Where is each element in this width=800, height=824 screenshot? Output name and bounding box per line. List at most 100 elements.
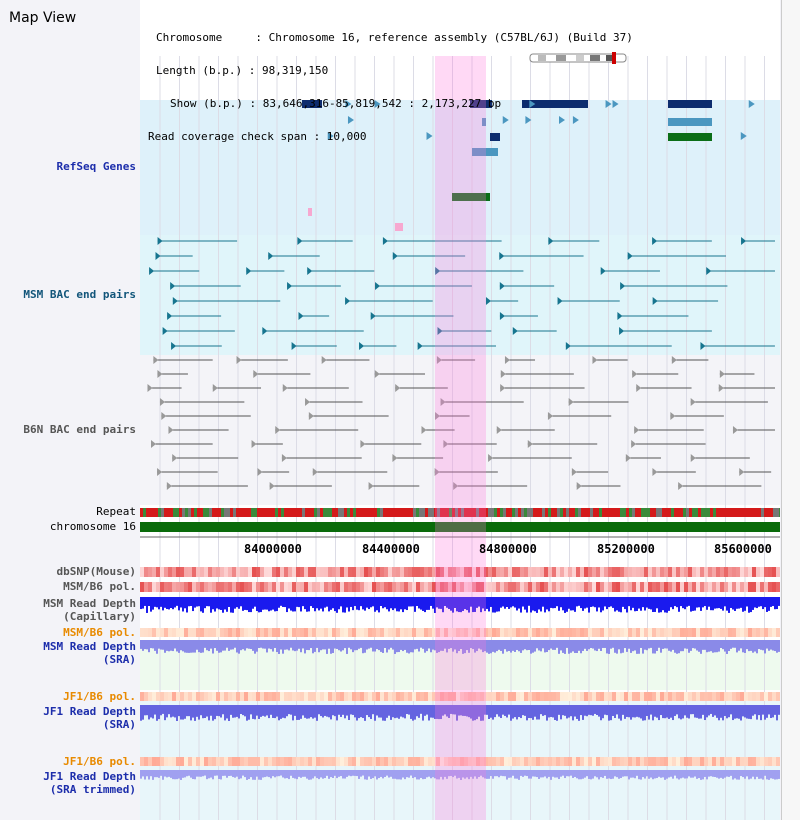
track-label-jf1-b6-pol-2: JF1/B6 pol. (63, 755, 136, 768)
read-depth-bar (182, 640, 184, 652)
gene-block (308, 208, 312, 216)
track-label-jf1-read-depth-trim: JF1 Read Depth (43, 770, 136, 783)
polymorphism-cell (420, 567, 424, 577)
polymorphism-cell (464, 582, 468, 592)
polymorphism-cell (768, 757, 772, 766)
read-depth-bar (546, 705, 548, 721)
bac-end-b6n (592, 356, 598, 364)
repeat-segment (671, 508, 674, 517)
read-depth-bar (654, 705, 656, 717)
read-depth-bar (580, 640, 582, 654)
read-depth-bar (372, 640, 374, 652)
polymorphism-cell (416, 692, 420, 701)
polymorphism-cell (568, 757, 572, 766)
read-depth-bar (456, 597, 458, 612)
map-plot-area[interactable] (140, 0, 782, 820)
read-depth-bar (270, 770, 272, 779)
read-depth-bar (724, 640, 726, 652)
read-depth-bar (564, 770, 566, 779)
read-depth-bar (644, 770, 646, 779)
read-depth-bar (332, 705, 334, 716)
read-depth-bar (606, 770, 608, 779)
read-depth-bar (490, 770, 492, 777)
polymorphism-cell (772, 757, 776, 766)
read-depth-bar (498, 597, 500, 612)
repeat-segment (191, 508, 194, 517)
read-depth-bar (730, 597, 732, 608)
read-depth-bar (318, 597, 320, 611)
polymorphism-cell (512, 692, 516, 701)
read-depth-bar (422, 705, 424, 721)
read-depth-bar (184, 597, 186, 609)
repeat-segment (161, 508, 164, 517)
read-depth-bar (174, 770, 176, 780)
read-depth-bar (232, 770, 234, 778)
polymorphism-cell (604, 582, 608, 592)
read-depth-bar (710, 770, 712, 777)
repeat-segment (350, 508, 353, 517)
read-depth-bar (490, 705, 492, 718)
read-depth-bar (726, 705, 728, 719)
read-depth-bar (364, 705, 366, 721)
read-depth-bar (310, 597, 312, 607)
read-depth-bar (678, 597, 680, 612)
polymorphism-cell (328, 567, 332, 577)
read-depth-bar (458, 640, 460, 651)
read-depth-bar (528, 640, 530, 650)
read-depth-bar (758, 597, 760, 607)
polymorphism-cell (252, 692, 256, 701)
read-depth-bar (610, 705, 612, 721)
selected-region-highlight[interactable] (435, 56, 486, 820)
polymorphism-cell (328, 692, 332, 701)
polymorphism-cell (248, 628, 252, 637)
read-depth-bar (334, 770, 336, 776)
read-depth-bar (466, 770, 468, 778)
track-label-chromosome: chromosome 16 (49, 520, 136, 533)
read-depth-bar (404, 640, 406, 650)
read-depth-bar (184, 770, 186, 778)
read-depth-bar (350, 770, 352, 777)
bac-end-msm (417, 342, 423, 350)
read-depth-bar (524, 597, 526, 610)
read-depth-bar (618, 640, 620, 650)
polymorphism-cell (388, 757, 392, 766)
read-depth-bar (546, 770, 548, 779)
read-depth-bar (176, 640, 178, 652)
read-depth-bar (670, 770, 672, 777)
read-depth-bar (706, 640, 708, 653)
read-depth-bar (698, 770, 700, 779)
read-depth-bar (648, 640, 650, 649)
read-depth-bar (442, 640, 444, 651)
read-depth-bar (624, 705, 626, 719)
repeat-segment (404, 508, 407, 517)
polymorphism-cell (292, 692, 296, 701)
chromosome-ideogram[interactable] (528, 52, 630, 64)
polymorphism-cell (444, 582, 448, 592)
read-depth-bar (688, 705, 690, 719)
repeat-segment (614, 508, 617, 517)
read-depth-bar (468, 770, 470, 780)
vertical-scrollbar[interactable] (781, 0, 800, 820)
read-depth-bar (606, 597, 608, 610)
read-depth-bar (394, 597, 396, 609)
repeat-segment (764, 508, 767, 517)
bac-end-b6n (500, 384, 506, 392)
polymorphism-cell (352, 567, 356, 577)
read-depth-bar (450, 770, 452, 776)
polymorphism-cell (596, 582, 600, 592)
read-depth-bar (712, 705, 714, 717)
polymorphism-cell (432, 692, 436, 701)
polymorphism-cell (472, 567, 476, 577)
chromosome-info: Chromosome : Chromosome 16, reference as… (148, 10, 633, 164)
bac-end-msm (167, 312, 173, 320)
read-depth-bar (164, 597, 166, 608)
read-depth-bar (496, 770, 498, 777)
polymorphism-cell (756, 628, 760, 637)
polymorphism-cell (212, 757, 216, 766)
polymorphism-cell (660, 757, 664, 766)
read-depth-bar (344, 705, 346, 719)
read-depth-bar (742, 640, 744, 653)
read-depth-bar (574, 705, 576, 717)
read-depth-bar (250, 597, 252, 613)
polymorphism-cell (208, 692, 212, 701)
